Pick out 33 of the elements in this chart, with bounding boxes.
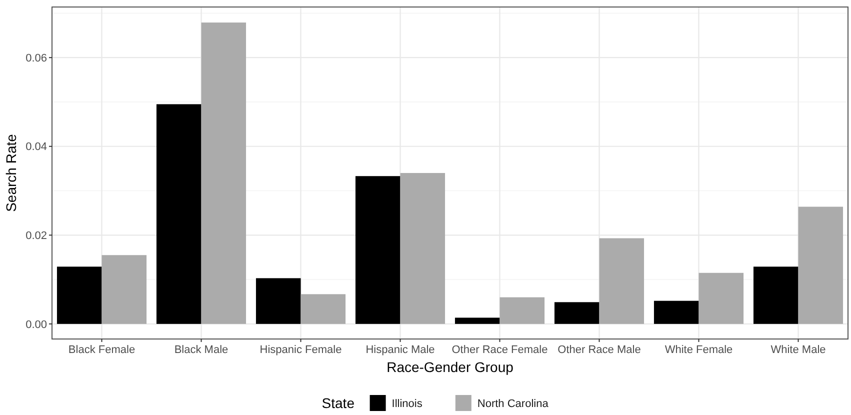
y-tick-label: 0.04 (26, 141, 47, 154)
bar (798, 206, 844, 324)
bar (654, 300, 699, 324)
legend-title: State (322, 395, 355, 411)
x-tick-label: Other Race Male (558, 344, 641, 356)
bar (698, 272, 744, 324)
bar (454, 318, 500, 324)
bar (400, 173, 446, 324)
bar (753, 266, 798, 324)
x-tick-label: Black Male (174, 344, 228, 356)
x-tick-label: Hispanic Male (366, 344, 435, 356)
bar (256, 278, 301, 324)
bar (56, 266, 102, 324)
y-tick-label: 0.02 (26, 230, 47, 242)
bar (500, 297, 545, 324)
x-tick-label: Other Race Female (452, 344, 548, 356)
y-tick-label: 0.06 (26, 52, 47, 64)
bar (201, 22, 246, 324)
x-tick-label: Hispanic Female (260, 344, 342, 356)
bar (554, 302, 600, 324)
bar (102, 255, 147, 324)
bar (355, 176, 400, 324)
x-tick-label: White Female (664, 344, 733, 356)
bar (599, 238, 644, 324)
x-axis-title: Race-Gender Group (386, 359, 514, 375)
x-tick-label: Black Female (68, 344, 136, 356)
y-axis-title: Search Rate (3, 134, 19, 212)
legend-label: North Carolina (477, 398, 550, 410)
bar (156, 104, 202, 324)
x-tick-label: White Male (770, 344, 826, 356)
legend-label: Illinois (392, 398, 423, 410)
y-tick-label: 0.00 (26, 318, 47, 331)
bar (300, 294, 346, 324)
